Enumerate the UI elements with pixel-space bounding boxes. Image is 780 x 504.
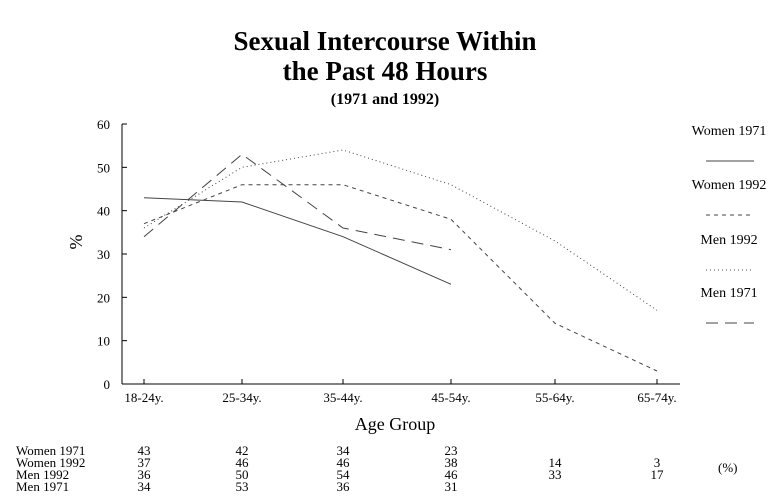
table-cell: 46 xyxy=(236,455,250,470)
table-cell: 33 xyxy=(549,467,562,482)
table-cell: 14 xyxy=(549,455,563,470)
table-cell: 46 xyxy=(445,467,459,482)
chart-subtitle: (1971 and 1992) xyxy=(331,91,439,108)
legend-label-women-1971: Women 1971 xyxy=(692,124,767,139)
legend-label-women-1992: Women 1992 xyxy=(692,178,767,193)
x-tick-label: 45-54y. xyxy=(431,390,470,405)
y-tick-label: 50 xyxy=(97,160,110,175)
table-cell: 36 xyxy=(138,467,152,482)
table-cell: 31 xyxy=(445,479,458,494)
table-cell: 36 xyxy=(337,479,351,494)
x-tick-label: 65-74y. xyxy=(637,390,676,405)
table-row-label-women-1992: Women 1992 xyxy=(16,455,85,470)
y-tick-label: 40 xyxy=(97,204,110,219)
y-tick-label: 10 xyxy=(97,334,110,349)
series-lines xyxy=(143,149,658,372)
table-cell: 42 xyxy=(236,443,249,458)
chart-title: Sexual Intercourse Within xyxy=(233,26,536,56)
series-line-women-1992 xyxy=(143,184,658,372)
table-cell: 54 xyxy=(337,467,351,482)
table-row-label-men-1971: Men 1971 xyxy=(16,479,69,494)
table-cell: 43 xyxy=(138,443,151,458)
table-cell: 46 xyxy=(337,455,351,470)
legend-label-men-1971: Men 1971 xyxy=(700,286,757,301)
x-tick-label: 55-64y. xyxy=(535,390,574,405)
legend-label-men-1992: Men 1992 xyxy=(700,233,757,248)
series-line-women-1971 xyxy=(143,197,452,285)
table-row-label-men-1992: Men 1992 xyxy=(16,467,69,482)
table-cell: 23 xyxy=(445,443,458,458)
y-tick-label: 60 xyxy=(97,117,110,132)
table-cell: 53 xyxy=(236,479,249,494)
y-axis-title: % xyxy=(66,235,86,250)
x-tick-label: 25-34y. xyxy=(222,390,261,405)
table-cell: 38 xyxy=(445,455,458,470)
legend: Women 1971 Women 1992 Men 1992 Men 1971 xyxy=(692,124,767,324)
x-tick-label: 18-24y. xyxy=(124,390,163,405)
table-cell: 37 xyxy=(138,455,152,470)
table-cell: 17 xyxy=(651,467,665,482)
table-cell: 3 xyxy=(654,455,661,470)
series-line-men-1971 xyxy=(143,153,452,251)
y-tick-label: 20 xyxy=(97,290,110,305)
table-cell: 34 xyxy=(138,479,152,494)
chart-title-line2: the Past 48 Hours xyxy=(283,56,488,86)
x-axis-title: Age Group xyxy=(355,414,435,434)
table-cell: 50 xyxy=(236,467,249,482)
x-tick-label: 35-44y. xyxy=(323,390,362,405)
table-row-label-women-1971: Women 1971 xyxy=(16,443,85,458)
table-cell: 34 xyxy=(337,443,351,458)
y-tick-label: 0 xyxy=(104,377,111,392)
y-tick-label: 30 xyxy=(97,247,110,262)
axes: 0 10 20 30 40 50 60 18-24y. 25-34y. 35-44y. 45-54y… xyxy=(66,117,680,434)
table-unit: (%) xyxy=(718,460,738,475)
series-line-men-1992 xyxy=(143,149,658,311)
